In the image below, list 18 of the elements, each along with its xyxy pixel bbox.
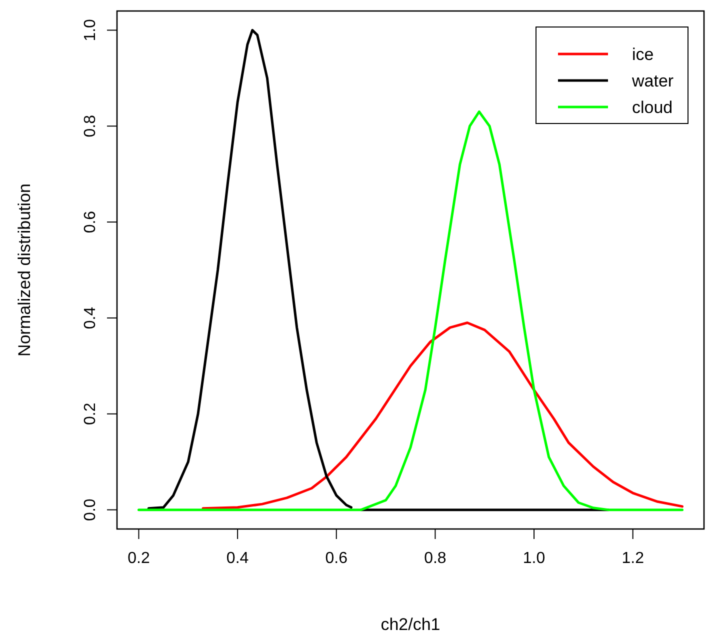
y-axis-title: Normalized distribution	[15, 184, 34, 356]
legend-label: cloud	[632, 98, 673, 117]
x-axis-title: ch2/ch1	[380, 615, 440, 634]
x-tick-label: 0.4	[226, 550, 249, 567]
x-tick-label: 1.2	[622, 550, 644, 567]
y-tick-label: 0.2	[82, 402, 99, 426]
y-tick-label: 0.8	[82, 114, 99, 138]
y-tick-label: 1.0	[82, 18, 99, 42]
legend-label: water	[631, 72, 674, 90]
y-tick-label: 0.6	[82, 210, 99, 234]
line-series	[202, 322, 684, 510]
y-tick-label: 0.0	[82, 498, 99, 521]
y-tick-label: 0.4	[82, 306, 99, 330]
x-tick-label: 1.0	[522, 550, 546, 567]
x-tick-label: 0.8	[424, 550, 446, 567]
legend-label: ice	[632, 45, 654, 64]
x-tick-label: 0.6	[325, 550, 348, 567]
x-tick-label: 0.2	[128, 550, 150, 567]
